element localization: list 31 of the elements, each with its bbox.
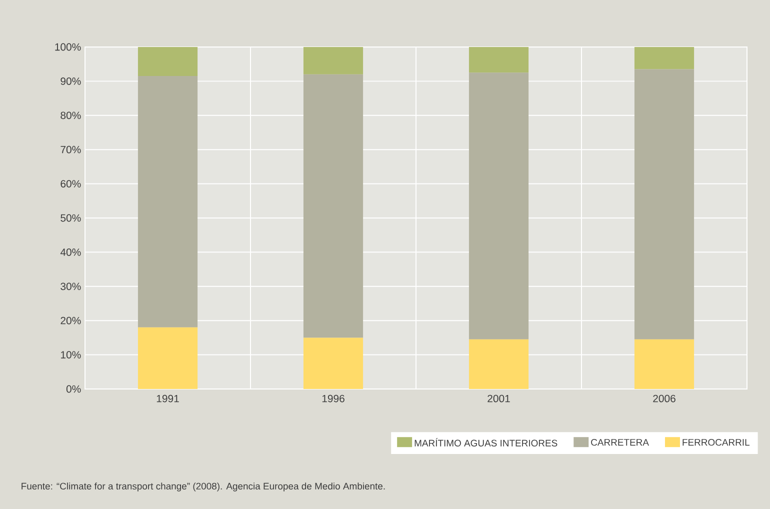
bar (468, 339, 529, 389)
bar (634, 46, 694, 70)
y-tick-label: 80% (60, 112, 81, 120)
source-note: Fuente: “Climate for a transport change” (2008). Agencia Europea de Medio Ambiente. (22, 482, 385, 492)
y-tick-label: 100% (55, 43, 81, 51)
bar (468, 46, 529, 73)
bar (138, 46, 198, 76)
y-tick-label: 60% (60, 180, 81, 188)
y-tick-label: 0% (66, 385, 81, 393)
bar (138, 327, 198, 389)
bar (303, 338, 364, 389)
bar (634, 69, 694, 340)
y-tick-label: 70% (60, 146, 81, 154)
y-tick-label: 10% (61, 351, 81, 358)
y-tick-label: 20% (60, 316, 81, 324)
y-tick-label: 90% (60, 77, 81, 85)
x-tick-label: 1991 (156, 394, 179, 402)
bar (303, 74, 364, 338)
legend-label: FERROCARRIL (682, 438, 750, 446)
bar (303, 46, 364, 74)
legend-label: MARÍTIMO AGUAS INTERIORES (414, 438, 558, 446)
x-tick-label: 1996 (322, 394, 344, 402)
y-tick-label: 40% (60, 248, 81, 256)
bar (634, 339, 694, 389)
bar (468, 72, 529, 340)
legend-label: CARRETERA (591, 438, 649, 446)
y-tick-label: 30% (60, 282, 81, 290)
y-tick-label: 50% (60, 214, 81, 222)
x-tick-label: 2001 (488, 394, 510, 402)
x-tick-label: 2006 (653, 394, 676, 402)
bar (138, 76, 198, 328)
